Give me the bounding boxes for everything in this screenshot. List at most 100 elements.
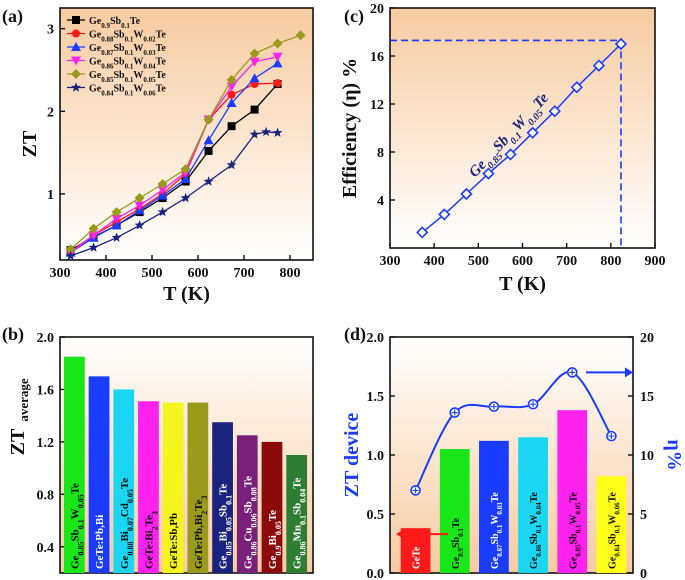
data-point	[249, 48, 260, 59]
bar	[88, 376, 110, 573]
data-point	[227, 90, 236, 99]
data-point	[203, 176, 214, 186]
bar-label: GeTe:Bi2Te3	[143, 511, 159, 569]
panel-c-xlabel: T (K)	[499, 273, 546, 295]
bar-label: Ge0.86Cu0.06Sb0.08Te	[242, 476, 257, 569]
legend-entry: Ge0.88Sb0.1W0.02Te	[89, 30, 166, 44]
efficiency-line	[421, 43, 622, 233]
data-point	[88, 231, 99, 241]
bar	[479, 440, 509, 573]
panel-a-ytick-label: 2	[47, 105, 54, 120]
bar-label: Ge0.85Sb0.1W0.05Te	[568, 492, 582, 569]
data-point	[65, 250, 76, 261]
bar-label: Ge0.88Bi0.07Cd0.05Te	[119, 478, 135, 569]
bar-label: Ge0.9Sb0.1Te	[451, 517, 465, 569]
data-point	[111, 207, 122, 218]
data-point	[88, 242, 99, 252]
data-point	[249, 73, 260, 83]
panel-b-frame	[59, 336, 314, 574]
panel-c-label: (c)	[344, 6, 364, 27]
panel-c-background	[390, 8, 655, 248]
data-point	[570, 81, 583, 94]
bar-label: Ge0.86Sb0.1W0.04Te	[529, 492, 543, 569]
bar-label: Ge0.9Bi0.05Te	[267, 510, 283, 569]
legend-entry: Ge0.85Sb0.1W0.05Te	[89, 70, 166, 84]
data-point	[438, 208, 451, 221]
panel-c-xtick-label: 900	[645, 254, 666, 269]
data-point	[416, 226, 429, 239]
efficiency-point-cross	[608, 433, 615, 440]
panel-d-ytick-label: 2.0	[367, 331, 385, 346]
data-point	[272, 52, 283, 62]
panel-d-ytick-label: 20	[640, 331, 654, 346]
panel-b-ylabel: ZT	[7, 428, 29, 455]
data-point	[111, 214, 122, 224]
data-point	[226, 159, 237, 170]
data-point	[249, 57, 260, 67]
bar	[261, 441, 283, 573]
panel-b-ytick-label: 0.4	[37, 541, 55, 556]
panel-c-xtick-label: 600	[512, 254, 533, 269]
data-point	[460, 187, 473, 201]
panel-b-label: (b)	[2, 324, 24, 345]
panel-d-ylabel: ZT device	[341, 413, 363, 498]
bar	[212, 422, 233, 573]
data-point	[526, 126, 539, 139]
data-point	[203, 114, 214, 125]
data-point	[226, 98, 237, 108]
data-point	[272, 58, 283, 68]
data-point	[295, 30, 306, 41]
panel-b-ylabel-sub: average	[16, 378, 31, 422]
bar	[518, 437, 548, 573]
panel-c-xtick-label: 300	[380, 254, 401, 269]
legend-entry: Ge0.86Sb0.1W0.04Te	[89, 57, 166, 71]
data-point	[180, 174, 191, 184]
panel-a-ytick-label: 1	[47, 188, 54, 203]
data-point	[134, 201, 145, 211]
panel-b-ytick-label: 0.8	[37, 488, 55, 503]
bar	[113, 389, 135, 573]
bar-label: GeTe	[412, 546, 423, 569]
data-point	[249, 129, 260, 139]
panel-d-ytick-label: 0.5	[367, 508, 385, 523]
data-point	[134, 193, 145, 204]
legend-marker	[72, 29, 80, 38]
panel-c-ylabel: Efficiency (η) %	[339, 58, 361, 198]
panel-c-ytick-label: 8	[377, 146, 384, 161]
panel-b-ytick-label: 1.6	[37, 383, 55, 398]
legend-entry: Ge0.87Sb0.1W0.03Te	[89, 43, 166, 57]
data-point	[272, 38, 283, 49]
data-point	[227, 122, 236, 131]
data-point	[614, 37, 628, 51]
panel-d-ytick-label: 0	[640, 567, 647, 580]
panel-c-xtick-label: 400	[424, 254, 445, 269]
panel-d-ytick-label: 1.0	[367, 449, 385, 464]
panel-c-xtick-label: 700	[556, 254, 577, 269]
bar-label: Ge0.85Sb0.1W0.05Te	[69, 483, 85, 569]
data-point	[88, 223, 99, 234]
data-point	[548, 105, 561, 118]
efficiency-point-cross	[490, 403, 497, 410]
bar	[596, 476, 627, 573]
legend-marker	[71, 82, 81, 92]
efficiency-curve	[414, 371, 613, 491]
panel-a-ylabel: ZT	[19, 130, 41, 157]
data-point	[273, 79, 282, 88]
legend-marker	[72, 16, 80, 24]
panel-a-frame	[59, 7, 314, 261]
bar-label: GeTe:Sb,Pb	[168, 513, 180, 569]
efficiency-point-cross	[451, 409, 458, 416]
panel-a-xtick-label: 600	[188, 266, 209, 281]
efficiency-point-cross	[412, 487, 419, 494]
series-line-1	[70, 82, 278, 253]
data-point	[592, 59, 606, 72]
data-point	[134, 220, 145, 230]
panel-c-ytick-label: 20	[370, 2, 384, 17]
bar	[162, 402, 184, 573]
panel-d-ytick-label: 0.0	[367, 567, 385, 580]
data-point	[65, 244, 76, 255]
data-point	[111, 220, 122, 230]
panel-a-xtick-label: 500	[142, 266, 163, 281]
panel-a-background	[60, 8, 313, 260]
